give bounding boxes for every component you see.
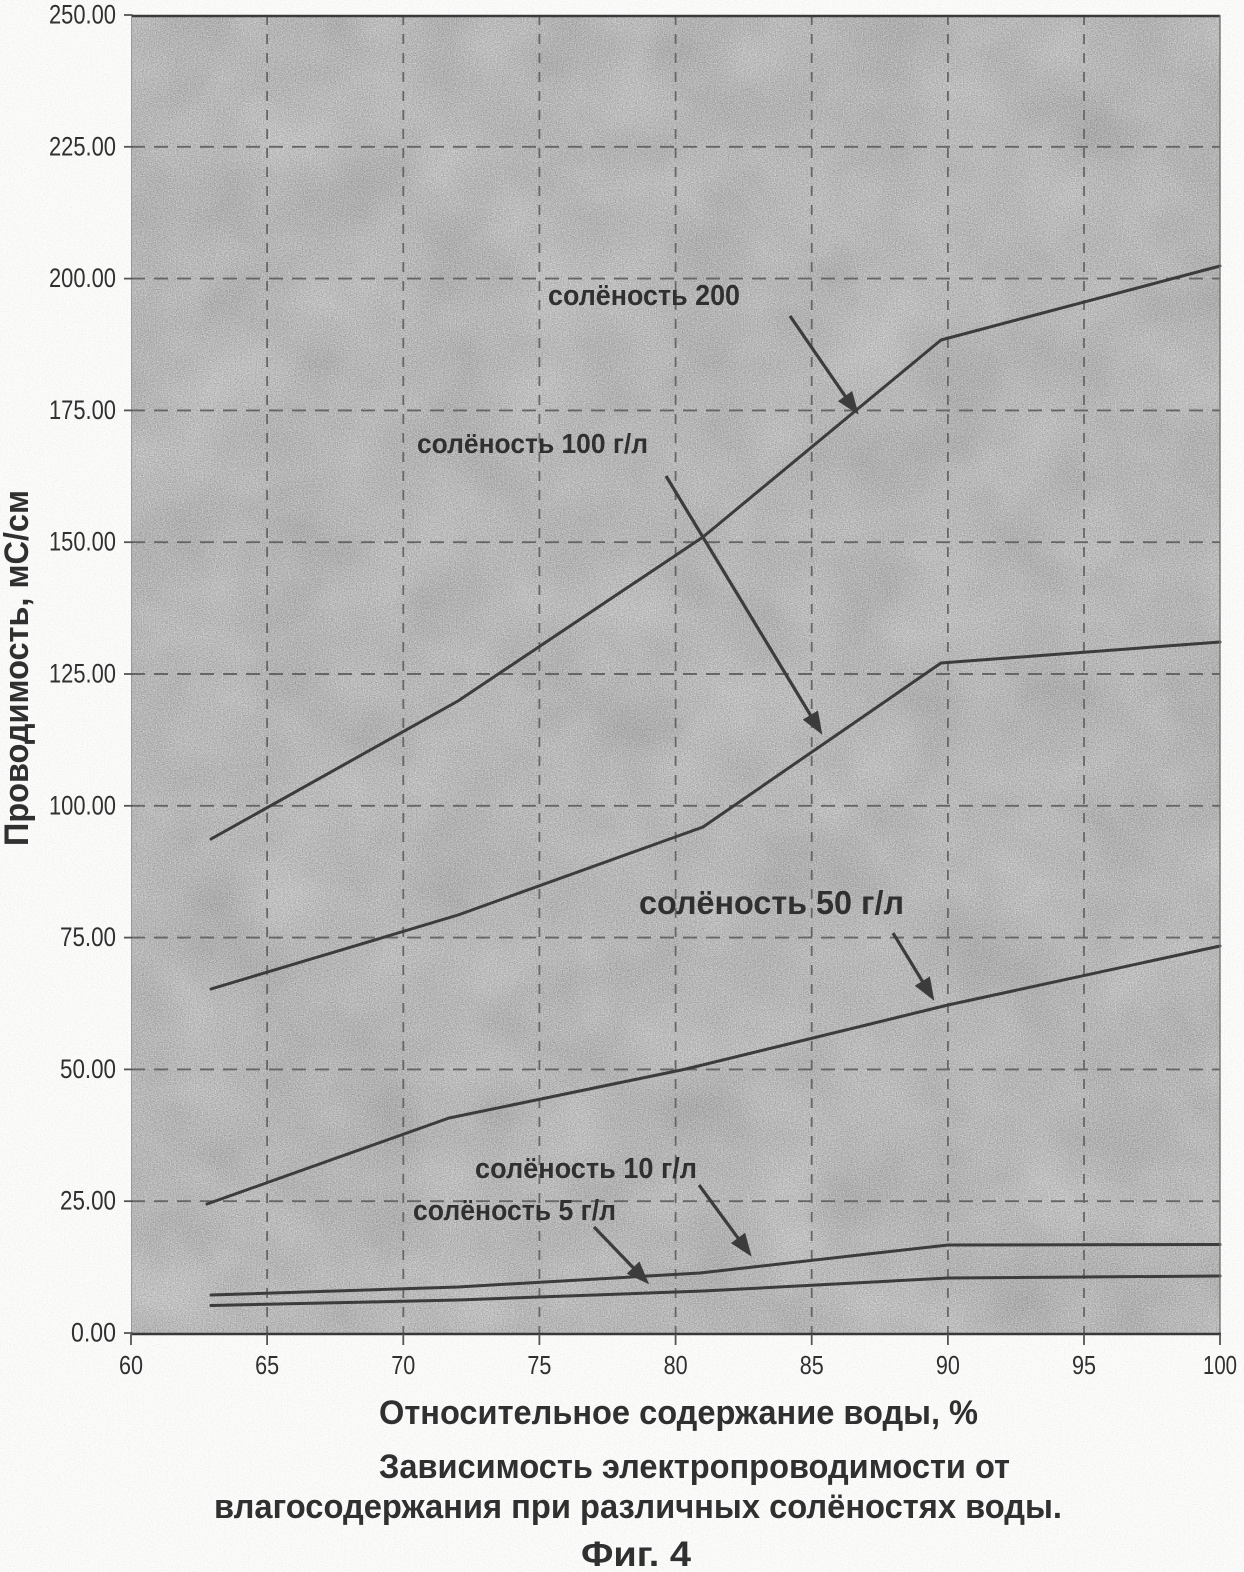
svg-text:солёность 200: солёность 200 <box>548 280 740 312</box>
svg-text:75.00: 75.00 <box>60 922 116 952</box>
svg-text:Проводимость, мС/см: Проводимость, мС/см <box>0 490 36 846</box>
svg-text:солёность 100 г/л: солёность 100 г/л <box>417 428 648 459</box>
svg-text:150.00: 150.00 <box>49 527 116 557</box>
svg-text:Зависимость электропроводимост: Зависимость электропроводимости от <box>379 1448 1010 1486</box>
svg-text:175.00: 175.00 <box>49 395 116 425</box>
svg-text:70: 70 <box>391 1350 415 1380</box>
svg-text:125.00: 125.00 <box>49 659 116 689</box>
svg-text:Относительное содержание воды,: Относительное содержание воды, % <box>379 1394 978 1432</box>
svg-text:60: 60 <box>119 1350 143 1380</box>
svg-text:250.00: 250.00 <box>49 0 116 30</box>
svg-text:солёность 10 г/л: солёность 10 г/л <box>475 1153 697 1185</box>
svg-text:200.00: 200.00 <box>49 263 116 293</box>
svg-text:влагосодержания при различных: влагосодержания при различных солёностях… <box>214 1488 1062 1526</box>
svg-text:Фиг. 4: Фиг. 4 <box>581 1535 692 1572</box>
svg-text:95: 95 <box>1072 1350 1096 1380</box>
svg-text:90: 90 <box>936 1350 960 1380</box>
svg-text:75: 75 <box>527 1350 551 1380</box>
svg-text:225.00: 225.00 <box>49 131 116 161</box>
svg-text:65: 65 <box>255 1350 279 1380</box>
svg-text:100: 100 <box>1203 1350 1237 1380</box>
svg-text:25.00: 25.00 <box>60 1186 116 1216</box>
svg-text:0.00: 0.00 <box>71 1318 116 1348</box>
svg-text:солёность 5 г/л: солёность 5 г/л <box>413 1195 616 1227</box>
svg-text:солёность 50 г/л: солёность 50 г/л <box>639 884 904 921</box>
svg-text:100.00: 100.00 <box>49 790 116 820</box>
svg-text:50.00: 50.00 <box>60 1054 116 1084</box>
svg-text:85: 85 <box>800 1350 824 1380</box>
svg-text:80: 80 <box>664 1350 688 1380</box>
